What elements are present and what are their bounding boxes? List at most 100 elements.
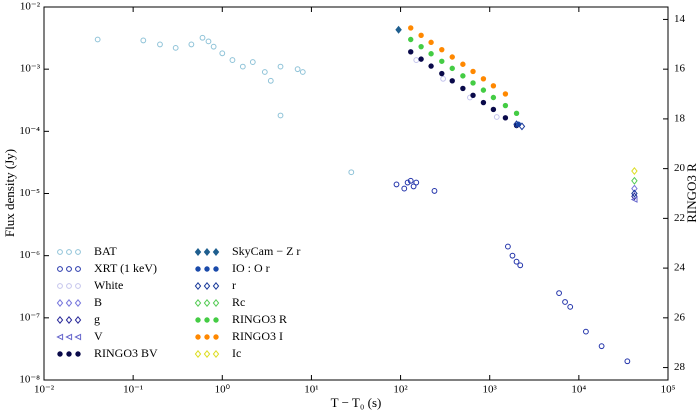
legend-marker <box>213 334 219 340</box>
data-point <box>395 25 402 34</box>
legend-label: Ic <box>232 346 241 360</box>
data-point <box>413 57 420 63</box>
data-point <box>408 36 414 43</box>
x-tick-label: 10⁵ <box>661 384 676 396</box>
data-point <box>140 37 147 44</box>
legend-marker <box>57 249 63 255</box>
data-point <box>509 252 516 259</box>
data-point <box>630 196 638 203</box>
legend-marker <box>194 350 202 358</box>
legend-marker <box>57 351 63 357</box>
legend-label: RINGO3 BV <box>94 346 158 360</box>
legend-marker <box>75 266 81 272</box>
data-point <box>502 102 509 109</box>
data-point <box>470 92 476 98</box>
data-point <box>428 63 434 69</box>
data-point <box>460 85 466 92</box>
data-point <box>439 70 445 77</box>
data-point <box>480 76 487 82</box>
legend-marker <box>213 317 219 323</box>
legend-marker <box>65 299 73 307</box>
data-point <box>428 39 434 46</box>
data-point <box>449 78 455 84</box>
data-point <box>490 94 497 101</box>
y-tick-label: 10⁻⁵ <box>19 187 40 199</box>
legend-marker <box>75 283 81 289</box>
legend-marker <box>66 266 72 272</box>
data-point <box>556 290 562 296</box>
data-point <box>470 68 476 75</box>
data-point <box>408 49 414 55</box>
data-point <box>431 188 438 194</box>
data-point <box>410 183 417 190</box>
data-point <box>199 34 206 41</box>
data-point <box>277 63 284 70</box>
data-point <box>418 43 424 50</box>
legend-label: V <box>94 329 103 343</box>
data-point <box>631 184 638 193</box>
data-point <box>490 83 497 89</box>
data-point <box>210 43 217 50</box>
data-point <box>449 65 455 72</box>
legend-label: BAT <box>94 244 117 258</box>
legend-marker <box>195 317 201 323</box>
legend-marker <box>204 334 210 340</box>
data-point <box>393 181 400 188</box>
data-point <box>493 114 500 120</box>
data-point <box>418 56 424 62</box>
legend-marker <box>66 283 72 289</box>
y2-tick-label: 24 <box>674 262 686 274</box>
data-point <box>502 115 509 121</box>
legend-marker <box>194 248 202 256</box>
y2-tick-label: 16 <box>674 63 686 75</box>
data-point <box>439 46 445 53</box>
data-point <box>480 99 487 106</box>
x-tick-label: 10⁻² <box>34 384 55 396</box>
legend-label: r <box>232 278 236 292</box>
data-point <box>470 80 476 86</box>
legend-marker <box>74 299 82 307</box>
data-point <box>408 25 414 31</box>
legend-marker <box>195 334 201 340</box>
x-tick-label: 10⁰ <box>215 384 231 396</box>
data-point <box>440 75 447 82</box>
plot-frame <box>43 6 669 381</box>
x-tick-label: 10³ <box>483 384 498 396</box>
legend-marker <box>74 316 82 324</box>
data-point <box>460 61 466 67</box>
data-point <box>94 36 101 43</box>
legend-marker <box>75 249 81 255</box>
legend-label: B <box>94 295 102 309</box>
data-point <box>598 343 605 350</box>
data-point <box>517 262 524 269</box>
legend-marker <box>212 299 220 307</box>
y2-axis-label: RINGO3 R <box>684 163 699 223</box>
legend-label: Rc <box>232 295 245 309</box>
y2-tick-label: 28 <box>674 361 686 373</box>
legend-marker <box>203 299 211 307</box>
data-point <box>401 185 408 192</box>
legend-marker <box>203 282 211 290</box>
y-tick-label: 10⁻⁸ <box>19 374 40 386</box>
data-point <box>299 69 306 75</box>
data-point <box>229 57 236 63</box>
legend-marker <box>56 316 64 324</box>
data-point <box>407 177 414 184</box>
legend-marker <box>57 266 63 272</box>
legend-marker <box>75 351 81 357</box>
legend-marker <box>203 350 211 358</box>
data-point <box>172 44 179 51</box>
data-point <box>631 176 638 185</box>
data-point <box>188 41 195 48</box>
data-point <box>219 50 226 57</box>
data-point <box>404 179 411 186</box>
y-tick-label: 10⁻³ <box>20 63 41 75</box>
data-point <box>205 38 212 45</box>
data-point <box>261 69 268 75</box>
legend-label: SkyCam − Z r <box>232 244 300 258</box>
legend-label: White <box>94 278 123 292</box>
y2-tick-label: 26 <box>674 311 686 323</box>
y-tick-label: 10⁻⁶ <box>19 249 40 261</box>
x-axis-label: T − T₀ (s) <box>331 395 382 410</box>
